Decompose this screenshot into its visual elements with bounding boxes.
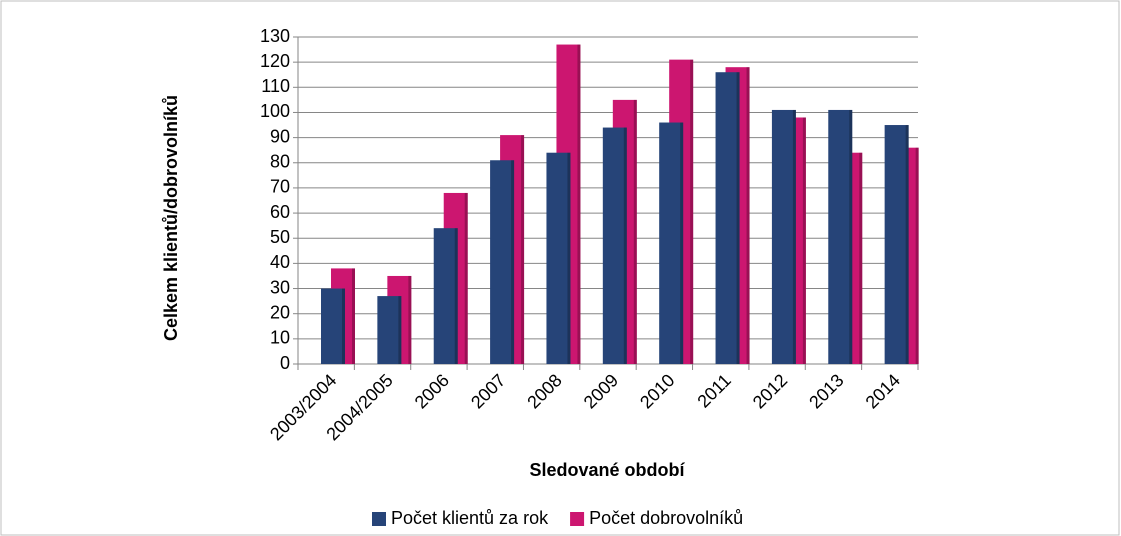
y-tick-label: 100 [260,101,290,121]
bar [715,72,740,364]
bar-shade [802,117,806,364]
bar-shade [859,152,863,364]
bar-shade [408,275,412,364]
y-tick-label: 0 [280,353,290,373]
bar [546,152,571,364]
bar [828,109,853,364]
bar-shade [342,288,345,364]
y-tick-label: 110 [261,76,290,96]
bar-shade [623,127,627,364]
bar [433,228,458,364]
bar-shade [352,268,355,364]
bar [490,160,515,364]
y-tick-label: 120 [260,51,290,71]
legend-swatch [570,512,585,526]
bar [659,122,684,365]
bar-shade [454,228,458,364]
bar [602,127,627,364]
bar-shade [746,67,750,364]
bar [321,288,345,364]
bar-shade [680,122,684,365]
bar [377,296,402,364]
y-tick-label: 130 [260,26,290,46]
bar-shade [915,147,919,364]
legend-label: Počet dobrovolníků [589,508,743,528]
y-tick-label: 40 [270,252,290,272]
legend-label: Počet klientů za rok [391,508,549,528]
y-tick-label: 90 [270,126,290,146]
bar-shade [633,99,637,364]
bar-shade [905,125,909,365]
bar [884,125,909,365]
bar-shade [792,109,796,364]
bar-shade [521,135,525,364]
bar-shade [464,192,468,364]
y-tick-label: 30 [270,277,290,297]
y-tick-label: 50 [270,227,290,247]
legend-swatch [372,512,386,526]
y-tick-label: 70 [270,177,290,197]
y-tick-label: 10 [270,328,290,348]
y-tick-label: 20 [270,302,290,322]
bar-shade [511,160,515,364]
y-tick-label: 80 [270,152,290,172]
y-tick-label: 60 [270,202,290,222]
bar-shade [736,72,740,364]
x-axis-label: Sledované období [529,460,685,480]
bar-shade [567,152,571,364]
bar-shade [849,109,853,364]
bar-shade [690,59,694,365]
bar-shade [577,44,581,365]
y-axis-label: Celkem klientů/dobrovolníků [161,95,181,341]
bar-shade [398,296,402,364]
bar [771,109,796,364]
